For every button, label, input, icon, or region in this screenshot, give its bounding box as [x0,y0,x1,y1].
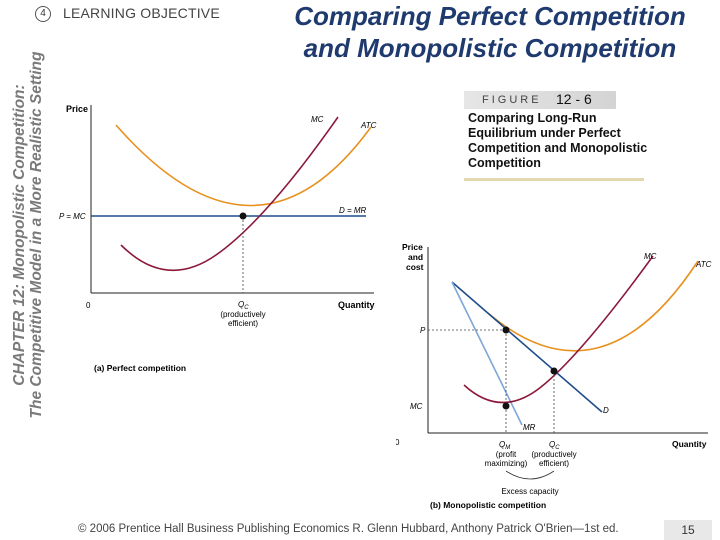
panel-a-mc-curve [120,116,339,272]
panel-b-mr-label: MR [523,423,536,432]
panel-b-x-label: Quantity [672,439,707,449]
panel-b-atc-curve [487,260,699,352]
panel-a-origin: 0 [86,301,91,310]
figure-caption: Comparing Long-Run Equilibrium under Per… [468,111,648,170]
figure-number: 12 - 6 [556,91,592,107]
panel-b-y-label3: cost [406,262,424,272]
panel-b-atc-label: ATC [695,260,712,269]
panel-b-min-atc-point [550,367,558,375]
chapter-subtitle: The Competitive Model in a More Realisti… [28,51,45,419]
panel-a-diagram: Price Quantity 0 MC ATC D = MR P = MC QC… [59,104,377,373]
panel-b-excess-capacity-brace [505,470,555,480]
panel-b-diagram: Price and cost Quantity 0 MC ATC D MR P … [396,242,712,510]
panel-b-qm-label: QM [499,440,510,451]
chapter-sidebar: CHAPTER 12: Monopolistic Competition: Th… [0,0,56,540]
panel-a-atc-curve [115,124,372,207]
chapter-title: CHAPTER 12: Monopolistic Competition: [11,84,28,386]
figure-word: FIGURE [482,94,542,106]
panel-b-qm-note2: maximizing) [485,459,528,468]
panel-b-mc-left-label: MC [410,402,423,411]
panel-b-mc-curve [463,255,654,404]
panel-a-q-note2: efficient) [228,319,258,328]
panel-b-qc-note2: efficient) [539,459,569,468]
panel-b-excess-label: Excess capacity [501,487,558,496]
panel-b-origin: 0 [396,438,400,447]
panel-a-q-note1: (productively [220,310,265,319]
panel-a-x-label: Quantity [338,300,375,310]
panel-b-price-label: P [420,326,426,335]
objective-number-badge: 4 [35,6,51,22]
panel-b-y-label2: and [408,252,423,262]
slide-title: Comparing Perfect Competition and Monopo… [270,0,710,64]
page-number: 15 [681,523,695,537]
panel-b-price-point [502,326,510,334]
panel-b-mc-label: MC [644,252,657,261]
panel-a-y-label: Price [66,104,88,114]
panel-b-mr-line [451,281,523,426]
panel-b-y-label1: Price [402,242,423,252]
panel-b-caption: (b) Monopolistic competition [430,500,546,510]
panel-b-mc-mr-point [502,402,510,410]
panel-b-demand-label: D [603,406,609,415]
footer-copyright: © 2006 Prentice Hall Business Publishing… [78,523,619,535]
page-number-box [664,520,712,540]
learning-objective-label: LEARNING OBJECTIVE [63,5,220,21]
figure-label: FIGURE 12 - 6 [464,91,644,109]
slide-title-line1: Comparing Perfect Competition [294,1,686,31]
panel-a-q-label: QC [238,300,249,311]
panel-b-qm-note1: (profit [496,450,517,459]
figure-label-bar [464,91,616,109]
panel-b-demand-line [451,281,603,413]
caption-underline [464,178,644,181]
panel-a-caption: (a) Perfect competition [94,363,186,373]
panel-a-atc-label: ATC [360,121,377,130]
panel-a-price-label: P = MC [59,212,86,221]
panel-a-equilibrium-point [239,212,247,220]
panel-a-mc-label: MC [311,115,324,124]
slide-title-line2: and Monopolistic Competition [303,33,677,63]
panel-b-qc-label: QC [549,440,560,451]
panel-a-demand-label: D = MR [339,206,367,215]
panel-b-qc-note1: (productively [531,450,576,459]
